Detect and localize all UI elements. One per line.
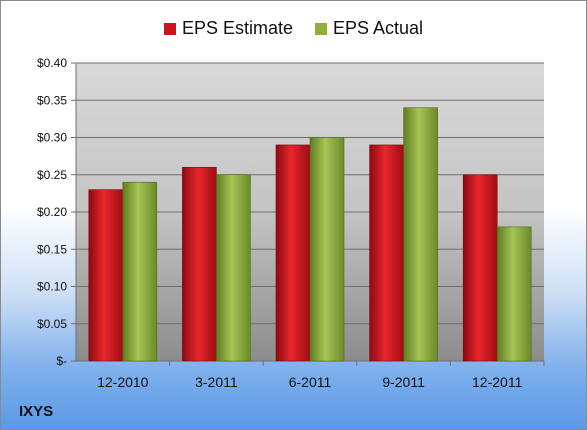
y-tick-label: $0.15 bbox=[37, 242, 67, 256]
y-tick-label: $0.35 bbox=[37, 93, 67, 107]
legend-swatch-actual bbox=[314, 22, 327, 35]
bar-eps-estimate bbox=[275, 144, 311, 362]
bar-eps-estimate bbox=[462, 174, 498, 362]
x-category-label: 12-2011 bbox=[472, 374, 523, 390]
bar-eps-actual bbox=[403, 107, 438, 362]
y-tick-label: $0.30 bbox=[37, 131, 67, 145]
bar-eps-actual bbox=[309, 137, 345, 362]
legend: EPS Estimate EPS Actual bbox=[1, 18, 586, 39]
y-tick-label: $0.05 bbox=[37, 317, 67, 331]
x-category-label: 3-2011 bbox=[195, 374, 238, 390]
legend-label-estimate: EPS Estimate bbox=[181, 18, 293, 38]
y-tick-label: $0.10 bbox=[37, 280, 67, 294]
x-category-label: 9-2011 bbox=[382, 374, 425, 390]
y-tick-label: $0.40 bbox=[37, 56, 67, 70]
legend-swatch-estimate bbox=[163, 22, 176, 35]
y-tick-label: $- bbox=[56, 354, 67, 368]
bar-eps-actual bbox=[216, 174, 251, 362]
y-tick-label: $0.20 bbox=[37, 205, 67, 219]
bar-eps-actual bbox=[122, 181, 158, 362]
bar-eps-estimate bbox=[88, 189, 124, 362]
legend-item-actual: EPS Actual bbox=[314, 18, 424, 39]
ticker-label: IXYS bbox=[19, 403, 54, 420]
x-category-label: 12-2010 bbox=[97, 374, 149, 390]
legend-label-actual: EPS Actual bbox=[332, 18, 424, 38]
x-category-label: 6-2011 bbox=[289, 374, 332, 390]
bar-eps-estimate bbox=[369, 144, 404, 362]
legend-item-estimate: EPS Estimate bbox=[163, 18, 293, 39]
bar-eps-estimate bbox=[182, 167, 217, 362]
bar-eps-actual bbox=[496, 226, 532, 362]
y-tick-label: $0.25 bbox=[37, 168, 67, 182]
